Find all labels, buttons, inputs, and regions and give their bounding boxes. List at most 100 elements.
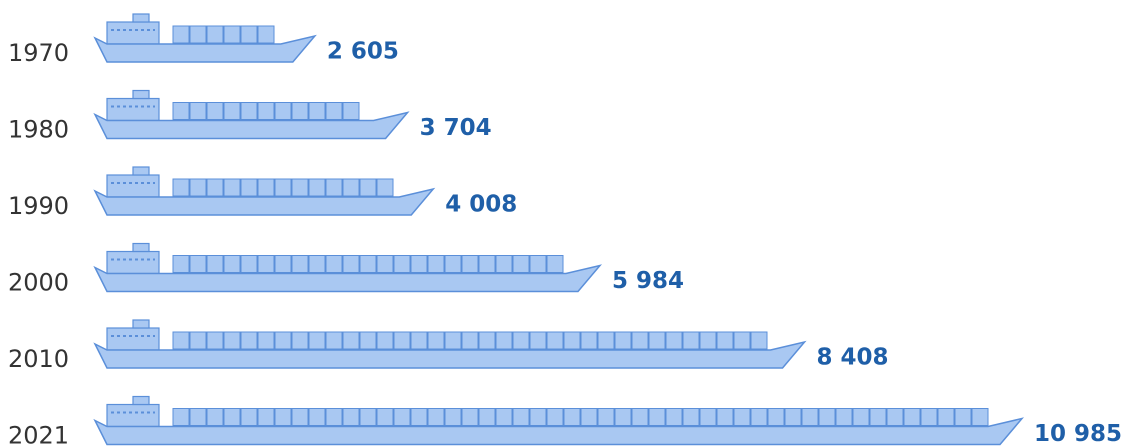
container [563,408,581,426]
container [546,255,564,273]
container [240,255,258,273]
container [172,255,190,273]
container [223,25,241,44]
ship [93,166,436,216]
container [274,331,292,350]
value-label: 8 408 [817,345,889,371]
container [495,255,513,273]
container [410,408,428,426]
container [580,408,598,426]
container [189,102,207,120]
container [461,331,479,350]
container [359,255,377,273]
ship [93,13,317,63]
container [359,178,377,197]
container [563,331,581,350]
container [342,102,360,120]
container [682,331,700,350]
container [274,408,292,426]
container [886,408,904,426]
container [308,178,326,197]
container [376,255,394,273]
container [206,331,224,350]
container [206,255,224,273]
container [648,408,666,426]
container [291,102,309,120]
bar [93,111,410,140]
bridge [106,327,160,351]
container [189,178,207,197]
container [444,255,462,273]
container [325,178,343,197]
container [393,408,411,426]
container [869,408,887,426]
bar [93,264,603,293]
container [767,408,785,426]
container [291,255,309,273]
container [325,331,343,350]
container [189,255,207,273]
container [342,331,360,350]
container [257,25,275,44]
category-label: 1970 [8,39,69,67]
container [376,408,394,426]
container [172,408,190,426]
container [801,408,819,426]
container [376,331,394,350]
value-label: 3 704 [420,115,492,141]
ship [93,395,1025,446]
container [206,178,224,197]
container [631,408,649,426]
container [478,408,496,426]
container [529,255,547,273]
container [274,102,292,120]
container [223,255,241,273]
container [257,255,275,273]
container [903,408,921,426]
container [240,331,258,350]
container [410,255,428,273]
container [699,331,717,350]
container [614,331,632,350]
container [580,331,598,350]
container [512,408,530,426]
container [206,25,224,44]
container [512,331,530,350]
container [920,408,938,426]
container [308,255,326,273]
container [257,408,275,426]
container [342,408,360,426]
container [189,408,207,426]
bridge-top [132,13,150,23]
container [784,408,802,426]
container [274,255,292,273]
container [716,331,734,350]
container [376,178,394,197]
bar [93,187,436,216]
container [240,408,258,426]
ship [93,242,603,293]
container [427,408,445,426]
container [325,255,343,273]
category-label: 2021 [8,422,69,446]
container [325,408,343,426]
category-label: 2000 [8,269,69,297]
container [308,408,326,426]
container [495,331,513,350]
container [937,408,955,426]
container [512,255,530,273]
container [597,331,615,350]
container [274,178,292,197]
bar [93,340,807,369]
container [478,255,496,273]
container [223,408,241,426]
container [206,102,224,120]
bridge-top [132,242,150,253]
bar [93,417,1025,446]
container [716,408,734,426]
container [359,331,377,350]
category-label: 1990 [8,192,69,220]
category-label: 1980 [8,116,69,144]
container [427,331,445,350]
container [342,178,360,197]
